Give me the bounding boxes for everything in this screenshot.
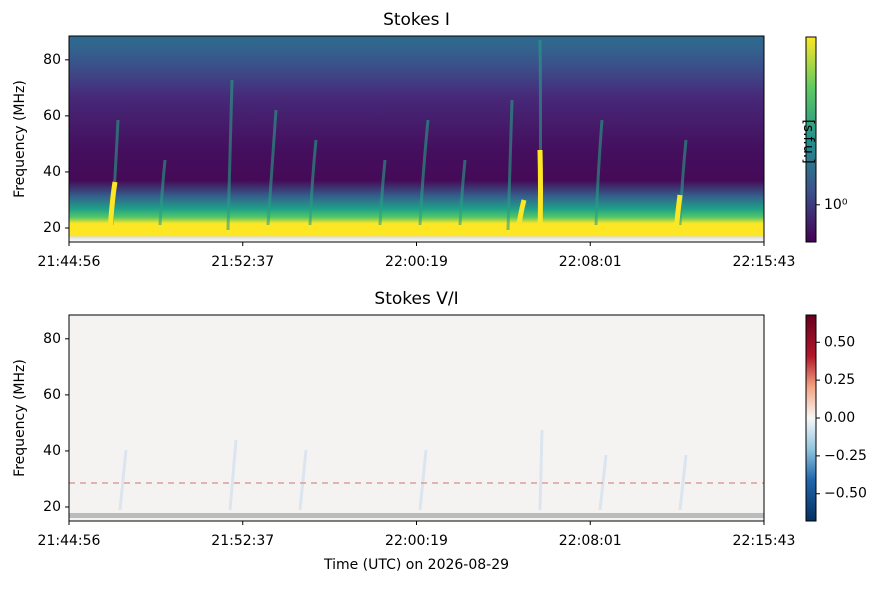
x-tick-label: 21:44:56 bbox=[38, 254, 101, 270]
heatmap-image bbox=[69, 36, 764, 521]
y-axis-label: Frequency (MHz) bbox=[12, 359, 28, 477]
colorbar-label: [s.f.u.] bbox=[800, 119, 816, 163]
colorbar-tick-label: −0.25 bbox=[824, 448, 867, 464]
x-axis-label: Time (UTC) on 2026-08-29 bbox=[323, 557, 509, 573]
y-tick-label: 20 bbox=[43, 220, 61, 236]
colorbar-tick-label: 0.25 bbox=[824, 372, 855, 388]
y-tick-label: 20 bbox=[43, 499, 61, 515]
colorbar-tick-label: −0.50 bbox=[824, 486, 867, 502]
x-tick-label: 21:52:37 bbox=[211, 254, 274, 270]
x-tick-label: 22:00:19 bbox=[385, 254, 448, 270]
x-tick-label: 22:00:19 bbox=[385, 533, 448, 549]
colorbar-tick-label: 0.50 bbox=[824, 334, 855, 350]
x-tick-label: 21:44:56 bbox=[38, 533, 101, 549]
y-tick-label: 60 bbox=[43, 108, 61, 124]
x-tick-label: 21:52:37 bbox=[211, 533, 274, 549]
y-tick-label: 80 bbox=[43, 52, 61, 68]
chart-title: Stokes V/I bbox=[374, 289, 458, 309]
y-axis-label: Frequency (MHz) bbox=[12, 80, 28, 198]
x-tick-label: 22:15:43 bbox=[733, 533, 796, 549]
y-tick-label: 40 bbox=[43, 164, 61, 180]
y-tick-label: 40 bbox=[43, 443, 61, 459]
y-tick-label: 80 bbox=[43, 331, 61, 347]
colorbars bbox=[806, 37, 816, 521]
colorbar-tick-label: 10⁰ bbox=[824, 197, 848, 213]
x-tick-label: 22:08:01 bbox=[559, 254, 622, 270]
colorbar-frame bbox=[805, 36, 817, 243]
y-tick-label: 60 bbox=[43, 387, 61, 403]
x-tick-label: 22:08:01 bbox=[559, 533, 622, 549]
colorbar-tick-label: 0.00 bbox=[824, 410, 855, 426]
chart-title: Stokes I bbox=[383, 10, 450, 30]
x-tick-label: 22:15:43 bbox=[733, 254, 796, 270]
